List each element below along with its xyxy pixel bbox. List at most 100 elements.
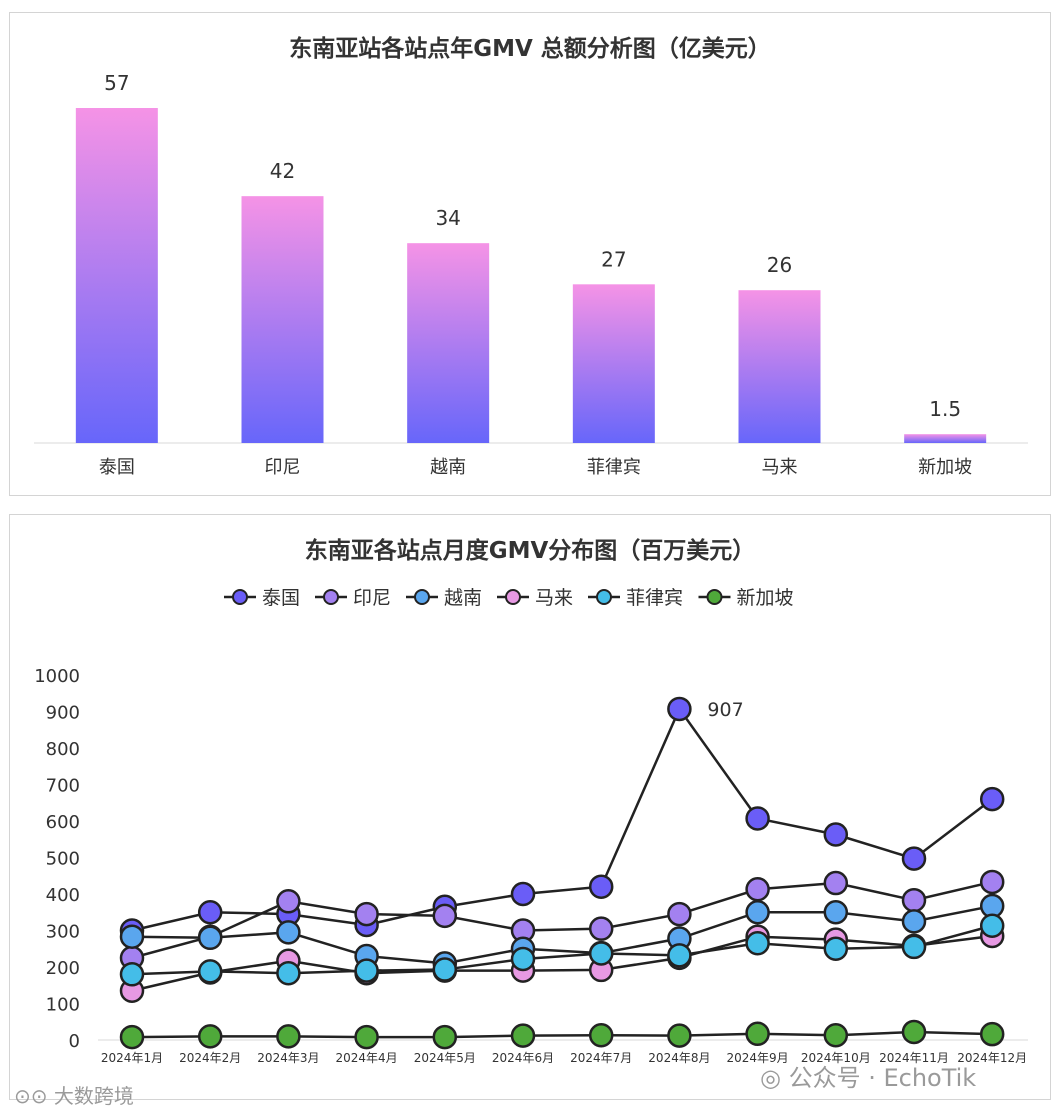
series-line-印尼 [131,880,993,960]
point-菲律宾 [354,958,379,983]
point-泰国 [823,822,849,847]
point-菲律宾 [197,959,223,984]
point-菲律宾 [745,931,770,956]
point-新加坡 [197,1024,223,1049]
point-泰国 [667,696,692,722]
monthly-gmv-line-chart: 0 100 200 300 400 500 600 700 800 900 1000 2024年1月 2… [34,587,1028,1065]
wechat-icon: ◎ [760,1064,789,1092]
point-印尼 [979,869,1005,895]
peak-annotation: 907 [707,699,743,721]
point-越南 [197,925,223,951]
bar-category-label: 泰国 [99,457,135,478]
bar-category-label: 马来 [762,457,798,478]
monthly-gmv-chart-panel: 东南亚各站点月度GMV分布图（百万美元） 0 100 200 300 400 500 600… [9,514,1051,1100]
bar-category-label: 新加坡 [918,457,972,478]
annual-gmv-bar-chart: 57 泰国 42 印尼 34 越南 27 菲律宾 26 马来 1.5 新加坡 [34,71,1028,478]
point-印尼 [745,877,770,902]
point-印尼 [354,901,379,927]
legend-label-马来: 马来 [535,587,573,609]
point-菲律宾 [432,957,458,982]
point-新加坡 [823,1023,849,1048]
bar-value-label: 1.5 [929,397,961,421]
point-菲律宾 [901,934,927,960]
legend-label-菲律宾: 菲律宾 [626,587,683,609]
watermark-left-text: 大数跨境 [53,1084,134,1108]
point-越南 [901,909,927,934]
y-tick-label: 1000 [34,666,80,687]
point-越南 [823,900,849,925]
bar-value-label: 27 [601,247,626,271]
x-tick-label: 2024年7月 [570,1051,632,1065]
y-tick-label: 100 [46,995,80,1016]
point-新加坡 [119,1024,145,1050]
legend-label-越南: 越南 [444,587,482,609]
watermark-right-text: 公众号 · EchoTik [788,1064,977,1092]
y-tick-label: 900 [46,703,80,724]
point-新加坡 [667,1023,692,1048]
point-越南 [745,900,770,925]
point-印尼 [432,903,458,929]
x-tick-label: 2024年3月 [257,1051,319,1065]
series-line-泰国 [131,706,993,932]
point-菲律宾 [510,946,536,972]
point-新加坡 [432,1024,458,1050]
annual-chart-title: 东南亚站各站点年GMV 总额分析图（亿美元） [289,36,771,62]
x-tick-label: 2024年6月 [492,1051,554,1065]
bar-value-label: 57 [104,71,129,95]
y-tick-label: 500 [46,849,80,870]
bar-越南 [407,243,490,443]
legend-marker-越南 [414,589,430,605]
y-tick-label: 400 [46,885,80,906]
monthly-chart-title: 东南亚各站点月度GMV分布图（百万美元） [304,538,756,564]
watermark-left: ⊙⊙ 大数跨境 [14,1080,134,1109]
point-新加坡 [354,1024,379,1050]
point-菲律宾 [276,960,301,986]
legend-label-泰国: 泰国 [262,587,300,609]
point-泰国 [745,806,770,831]
legend-marker-泰国 [232,589,248,605]
series-line-越南 [131,904,993,965]
series-line-新加坡 [131,1030,993,1039]
y-tick-label: 200 [46,958,80,979]
legend-marker-新加坡 [706,589,723,605]
point-新加坡 [901,1019,927,1045]
point-菲律宾 [588,941,614,966]
point-新加坡 [979,1021,1005,1047]
y-tick-label: 800 [46,739,80,760]
point-菲律宾 [823,936,849,961]
y-tick-label: 700 [46,776,80,797]
wechat-icon: ⊙⊙ [14,1084,54,1108]
bar-马来 [738,290,821,443]
point-泰国 [510,881,536,907]
point-泰国 [979,786,1005,812]
y-tick-label: 0 [69,1031,80,1052]
point-印尼 [276,889,301,914]
point-新加坡 [588,1023,614,1048]
bar-category-label: 越南 [430,457,466,478]
bar-新加坡 [904,434,987,443]
point-新加坡 [276,1024,301,1049]
bar-category-label: 印尼 [265,457,301,478]
point-越南 [276,920,301,945]
x-tick-label: 2024年1月 [101,1051,163,1065]
point-菲律宾 [979,913,1005,939]
legend-marker-印尼 [323,589,339,605]
bar-泰国 [75,108,158,443]
watermark-right: ◎ 公众号 · EchoTik [760,1058,976,1093]
series-line-马来 [131,934,993,992]
point-菲律宾 [667,943,692,968]
bar-value-label: 34 [435,206,460,230]
x-tick-label: 2024年5月 [414,1051,476,1065]
x-tick-label: 2024年8月 [648,1051,710,1065]
series-line-菲律宾 [131,924,993,976]
y-tick-label: 600 [46,812,80,833]
point-印尼 [588,916,614,941]
point-印尼 [667,901,692,927]
bar-value-label: 26 [767,253,792,277]
annual-gmv-chart-panel: 东南亚站各站点年GMV 总额分析图（亿美元） 57 泰国 42 印尼 34 越南 27 菲律宾… [9,12,1051,496]
point-印尼 [823,870,849,896]
point-泰国 [588,874,614,899]
y-tick-label: 300 [46,922,80,943]
x-tick-label: 2024年12月 [957,1051,1027,1065]
point-越南 [119,924,145,949]
